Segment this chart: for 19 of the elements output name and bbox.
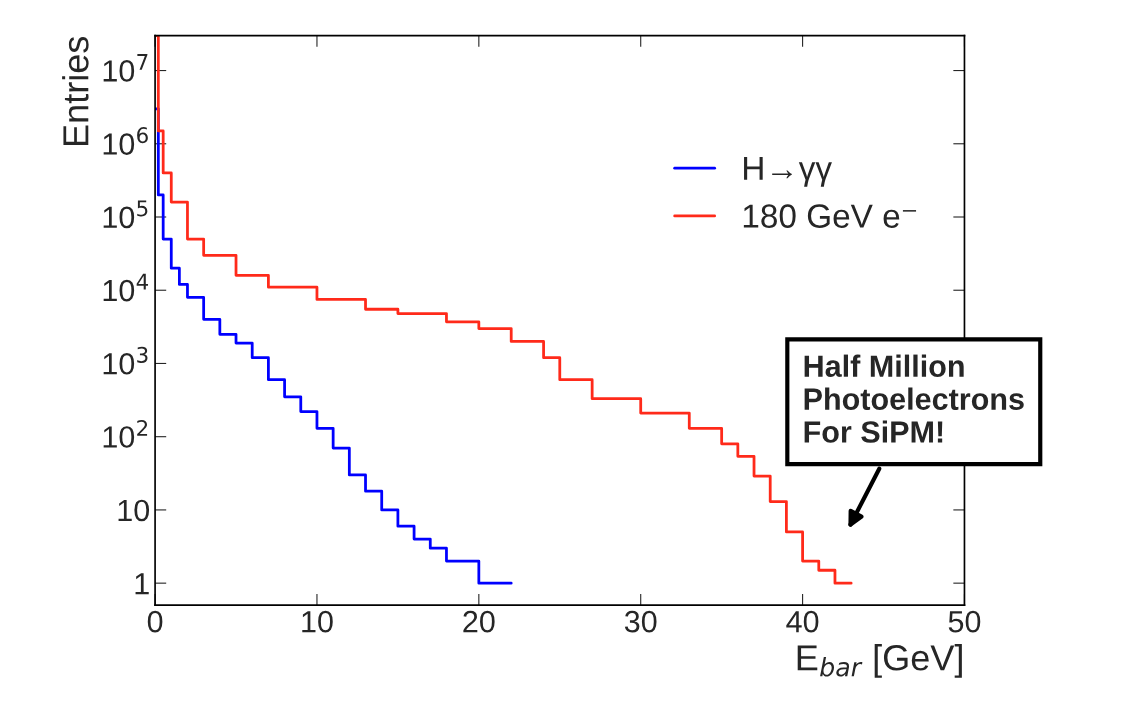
x-tick-label: 0 bbox=[147, 610, 163, 633]
y-tick-label: 10$^{7}$ bbox=[103, 54, 148, 82]
y-tick-label: 1 bbox=[135, 573, 149, 595]
x-tick-label: 30 bbox=[624, 610, 657, 633]
legend-label: H→γγ bbox=[744, 156, 832, 187]
y-tick-label: 10$^{2}$ bbox=[103, 419, 148, 448]
y-tick-label: 10 bbox=[118, 499, 150, 522]
y-tick-label: 10$^{5}$ bbox=[103, 200, 148, 229]
y-tick-label: 10$^{4}$ bbox=[103, 273, 149, 302]
legend-label: 180 GeV e⁻ bbox=[743, 204, 917, 228]
x-axis-title: E$_{bar}$ [GeV] bbox=[797, 644, 962, 678]
x-tick-label: 10 bbox=[302, 610, 333, 633]
x-tick-label: 20 bbox=[463, 610, 495, 633]
y-tick-label: 10$^{6}$ bbox=[103, 127, 148, 155]
y-tick-label: 10$^{3}$ bbox=[103, 346, 148, 375]
annotation: Half Million Photoelectrons For SiPM! bbox=[804, 354, 1024, 443]
x-tick-label: 40 bbox=[786, 610, 819, 633]
x-tick-label: 50 bbox=[948, 610, 981, 633]
y-axis-title: Entries bbox=[62, 36, 89, 146]
